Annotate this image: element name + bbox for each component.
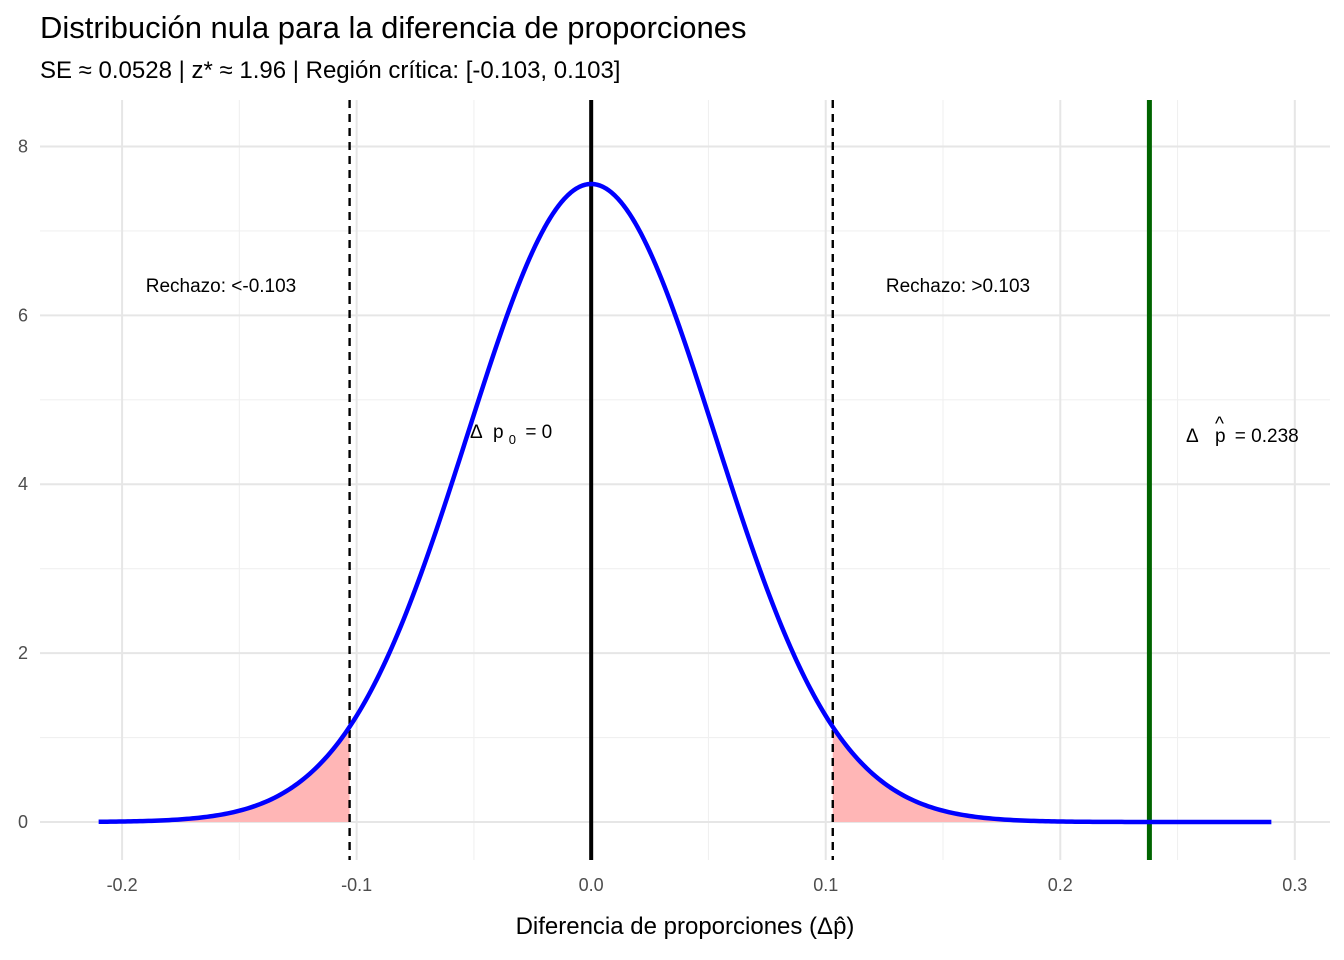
density-curve-layer: [98, 181, 1272, 825]
x-tick-label: 0.3: [1282, 875, 1307, 895]
observed-equals: = 0.238: [1235, 426, 1299, 447]
null-delta-symbol: Δ: [470, 422, 483, 443]
observed-hat-symbol: ^: [1215, 414, 1224, 435]
observed-delta-symbol: Δ: [1186, 426, 1199, 447]
grid-major: [40, 100, 1330, 860]
x-tick-label: -0.2: [107, 875, 138, 895]
chart-title: Distribución nula para la diferencia de …: [40, 10, 747, 45]
grid-minor: [40, 100, 1330, 860]
null-subscript: 0: [509, 432, 516, 447]
y-tick-label: 4: [18, 474, 28, 494]
x-axis-title: Diferencia de proporciones (Δp̂): [516, 913, 855, 940]
y-tick-label: 0: [18, 812, 28, 832]
annotation-reject-right: Rechazo: >0.103: [886, 276, 1030, 297]
x-tick-label: 0.2: [1048, 875, 1073, 895]
y-tick-label: 6: [18, 305, 28, 325]
x-tick-label: 0.0: [579, 875, 604, 895]
null-p-symbol: p: [493, 422, 504, 443]
rejection-area-left: [98, 726, 350, 822]
chart-subtitle: SE ≈ 0.0528 | z* ≈ 1.96 | Región crítica…: [40, 57, 621, 84]
observed-p-symbol: p: [1215, 426, 1226, 447]
x-tick-label: 0.1: [813, 875, 838, 895]
rejection-area-right: [832, 726, 1272, 822]
annotation-null-value: Δ p 0 = 0: [470, 422, 552, 449]
tick-labels: -0.2 -0.1 0.0 0.1 0.2 0.3 0 2 4 6 8: [18, 136, 1307, 895]
annotation-observed-value: Δ p = 0.238: [1186, 426, 1299, 447]
annotations: Rechazo: <-0.103 Rechazo: >0.103 Δ p 0 =…: [146, 276, 1299, 449]
y-tick-label: 2: [18, 643, 28, 663]
density-curve: [98, 181, 1272, 825]
y-tick-label: 8: [18, 136, 28, 156]
rejection-regions: [98, 726, 1272, 822]
x-tick-label: -0.1: [341, 875, 372, 895]
reference-lines: [348, 100, 1152, 860]
annotation-reject-left: Rechazo: <-0.103: [146, 276, 297, 297]
null-equals: = 0: [525, 422, 552, 443]
